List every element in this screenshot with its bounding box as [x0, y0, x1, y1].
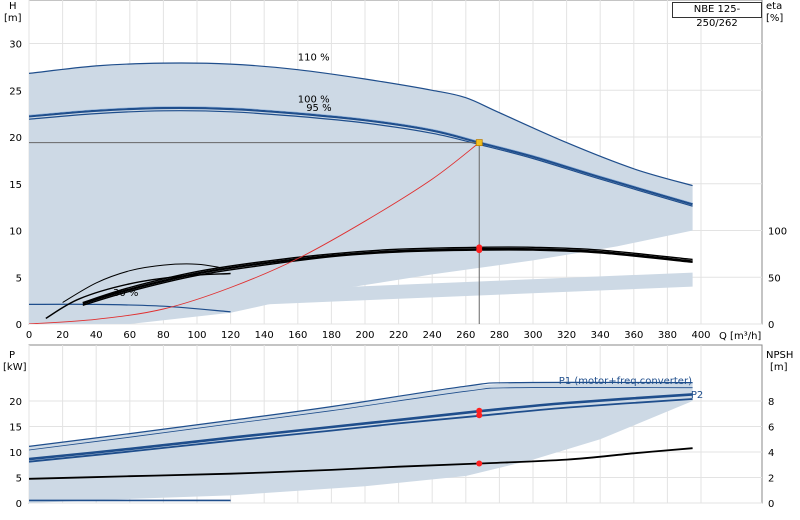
npsh-duty-marker — [476, 460, 483, 467]
top-series-h-110- — [29, 62, 693, 187]
bottom-series-p1-100- — [29, 393, 693, 461]
bottom-y-unit: [kW] — [3, 362, 27, 373]
top-x-tick: 340 — [591, 330, 610, 341]
bottom-y-tick: 5 — [16, 474, 22, 485]
top-y-tick: 5 — [16, 273, 22, 284]
bottom-axes: 0 5 10 15 20 0 2 4 6 8 P1 (motor+freq.converter) P2 — [9, 376, 774, 510]
top-series-eta-80- — [62, 263, 223, 303]
bottom-y2-tick: 6 — [768, 423, 774, 434]
top-curve-label: 100 % — [298, 94, 330, 105]
top-x-tick: 100 — [187, 330, 206, 341]
top-series-h-95- — [29, 110, 693, 207]
top-series-eta-100- — [82, 247, 693, 305]
model-label: NBE 125-250/262 — [672, 2, 762, 29]
bottom-y-tick: 15 — [9, 423, 22, 434]
top-x-tick: 80 — [157, 330, 170, 341]
top-y-tick: 30 — [9, 40, 22, 51]
bottom-y2-tick: 0 — [768, 499, 774, 510]
bottom-series-p2-100- — [29, 398, 693, 463]
top-x-tick: 120 — [221, 330, 240, 341]
top-operating-region — [29, 63, 693, 324]
bottom-series-group — [29, 381, 693, 502]
bottom-y2-tick: 8 — [768, 397, 774, 408]
bottom-y2-tick: 2 — [768, 474, 774, 485]
duty-point-marker — [475, 139, 483, 147]
top-x-tick: 60 — [123, 330, 136, 341]
top-y2-tick: 0 — [768, 320, 774, 331]
power-duty-marker — [476, 407, 483, 414]
top-y-tick: 25 — [9, 86, 22, 97]
bottom-curve-label: P2 — [691, 390, 703, 401]
top-curve-label: 110 % — [298, 52, 330, 63]
top-y2-unit: [%] — [766, 13, 783, 24]
top-series-system-curve — [29, 142, 480, 324]
top-x-tick: 360 — [624, 330, 643, 341]
top-y2-tick: 100 — [768, 227, 787, 238]
top-x-tick: 380 — [658, 330, 677, 341]
top-x-tick: 300 — [523, 330, 542, 341]
top-series-h100-highlight — [29, 106, 693, 204]
top-y-unit: [m] — [4, 13, 22, 24]
top-x-tick: 20 — [56, 330, 69, 341]
top-x-tick: 140 — [255, 330, 274, 341]
top-x-tick: 180 — [322, 330, 341, 341]
top-x-tick: 0 — [26, 330, 32, 341]
top-series-group — [29, 62, 693, 324]
bottom-series-p1-upper — [29, 387, 693, 451]
top-y2-title: eta — [766, 1, 782, 12]
top-x-title: Q [m³/h] — [719, 331, 761, 342]
bottom-y-tick: 20 — [9, 397, 22, 408]
top-series-eta-95- — [82, 249, 693, 306]
bottom-y2-unit: [m] — [770, 362, 788, 373]
power-duty-marker — [476, 412, 483, 419]
top-x-tick: 40 — [90, 330, 103, 341]
top-efficiency-region — [129, 272, 693, 310]
bottom-y-tick: 0 — [16, 499, 22, 510]
top-y-tick: 0 — [16, 320, 22, 331]
top-x-tick: 220 — [389, 330, 408, 341]
top-curve-label: 30 % — [113, 288, 138, 299]
top-x-tick: 240 — [423, 330, 442, 341]
bottom-series-p1-110- — [29, 381, 693, 447]
top-x-tick: 260 — [456, 330, 475, 341]
top-series-h-100- — [29, 106, 693, 206]
top-series-eta-60- — [45, 272, 231, 320]
top-curve-label: 95 % — [306, 103, 331, 114]
bottom-y2-title: NPSH — [766, 350, 793, 361]
bottom-series-npsh — [29, 447, 693, 480]
bottom-y2-tick: 4 — [768, 448, 774, 459]
top-y-tick: 15 — [9, 180, 22, 191]
top-x-tick: 160 — [288, 330, 307, 341]
top-y2-tick: 50 — [768, 273, 781, 284]
top-series-h-30- — [29, 303, 231, 313]
bottom-power-region — [29, 382, 693, 503]
bottom-y-title: P — [9, 350, 15, 361]
top-y-tick: 10 — [9, 227, 22, 238]
top-x-tick: 280 — [490, 330, 509, 341]
top-x-tick: 200 — [355, 330, 374, 341]
eta-duty-marker — [476, 247, 483, 254]
top-y-tick: 20 — [9, 133, 22, 144]
bottom-y-tick: 10 — [9, 448, 22, 459]
top-axes: 0 20 40 60 80 100 120 140 160 180 200 220 240 260 280 3… — [9, 40, 787, 342]
bottom-curve-label: P1 (motor+freq.converter) — [559, 376, 692, 387]
top-x-tick: 400 — [691, 330, 710, 341]
top-y-title: H — [9, 1, 17, 12]
top-x-tick: 320 — [557, 330, 576, 341]
